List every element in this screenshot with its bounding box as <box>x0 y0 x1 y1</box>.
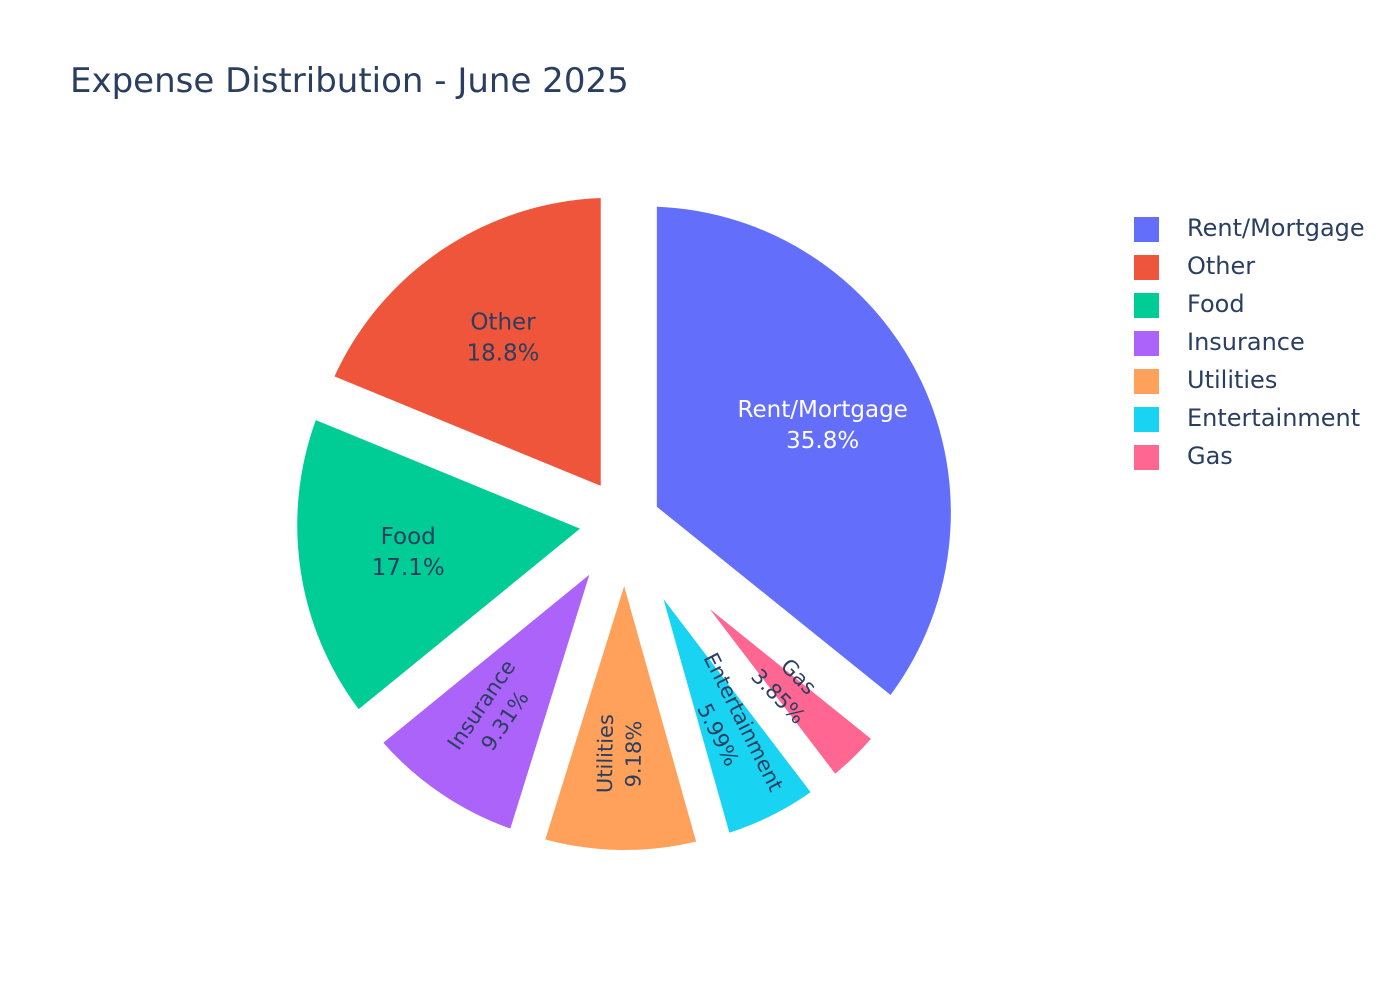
legend-item-rent-mortgage[interactable]: Rent/Mortgage <box>1134 210 1384 248</box>
legend-swatch <box>1134 255 1159 280</box>
legend-label: Food <box>1187 290 1245 318</box>
slice-label-name: Rent/Mortgage <box>738 397 908 423</box>
legend-item-other[interactable]: Other <box>1134 248 1384 286</box>
legend-item-utilities[interactable]: Utilities <box>1134 362 1384 400</box>
slice-label-percent: 17.1% <box>372 555 445 581</box>
pie-slice-other[interactable] <box>302 173 625 522</box>
legend-label: Insurance <box>1187 328 1305 356</box>
slice-label-name: Utilities <box>593 714 618 793</box>
slice-label-name: Food <box>381 524 436 550</box>
legend-item-entertainment[interactable]: Entertainment <box>1134 400 1384 438</box>
legend-item-insurance[interactable]: Insurance <box>1134 324 1384 362</box>
legend-label: Utilities <box>1187 366 1278 394</box>
legend-label: Entertainment <box>1187 404 1361 432</box>
legend-swatch <box>1134 293 1159 318</box>
slice-label-percent: 18.8% <box>466 341 539 367</box>
slice-label-name: Other <box>470 310 536 336</box>
pie-slice-rent-mortgage[interactable] <box>632 182 975 729</box>
slice-label-utilities: Utilities 9.18% <box>593 714 646 793</box>
legend-label: Rent/Mortgage <box>1187 214 1365 242</box>
legend-swatch <box>1134 407 1159 432</box>
pie-slice-insurance[interactable] <box>349 505 636 859</box>
slice-label-other: Other 18.8% <box>466 310 539 367</box>
legend-item-gas[interactable]: Gas <box>1134 438 1384 476</box>
pie-slice-entertainment[interactable] <box>623 534 845 863</box>
legend-swatch <box>1134 369 1159 394</box>
slice-label-rent-mortgage: Rent/Mortgage 35.8% <box>738 397 908 454</box>
legend-swatch <box>1134 217 1159 242</box>
chart-title: Expense Distribution - June 2025 <box>70 61 629 101</box>
pie-slice-utilities[interactable] <box>515 501 726 874</box>
slice-label-percent: 35.8% <box>786 428 859 454</box>
legend: Rent/Mortgage Other Food Insurance Utili… <box>1134 210 1384 476</box>
slice-label-percent: 9.18% <box>621 721 646 788</box>
slice-label-food: Food 17.1% <box>372 524 445 581</box>
pie-slice-food[interactable] <box>273 388 627 744</box>
legend-item-food[interactable]: Food <box>1134 286 1384 324</box>
legend-label: Gas <box>1187 442 1233 470</box>
legend-swatch <box>1134 445 1159 470</box>
legend-swatch <box>1134 331 1159 356</box>
legend-label: Other <box>1187 252 1256 280</box>
